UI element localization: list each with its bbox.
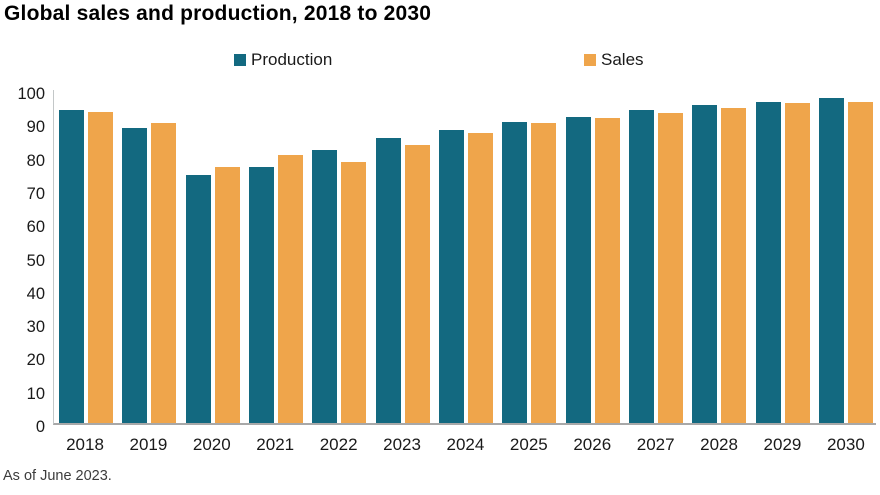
legend-label-production: Production [251,50,333,69]
bar-production-2021 [248,166,274,423]
bar-sales-2030 [847,101,873,423]
bar-sales-2024 [467,133,493,423]
bar-production-2023 [375,138,401,423]
bar-group-2025 [502,90,557,423]
legend-item-production: Production [234,50,332,70]
bar-group-2023 [375,90,430,423]
x-axis: 2018 2019 2020 2021 2022 2023 2024 2025 2026 2027… [53,435,876,455]
bar-production-2025 [502,121,528,423]
bar-production-2026 [565,116,591,423]
x-axis-label-2020: 2020 [192,435,231,454]
legend: Production Sales [0,50,880,72]
x-axis-label-2021: 2021 [256,435,295,454]
y-tick-label: 20 [26,351,45,370]
bar-group-2020 [185,90,240,423]
bar-sales-2022 [341,161,367,423]
bar-production-2022 [312,149,338,423]
chart-title: Global sales and production, 2018 to 203… [4,2,432,25]
y-tick-label: 30 [26,318,45,337]
legend-swatch-production [234,54,246,66]
bar-production-2019 [122,128,148,423]
x-axis-label-2027: 2027 [636,435,675,454]
bar-production-2020 [185,174,211,423]
y-tick-label: 70 [26,184,45,203]
bar-group-2024 [438,90,493,423]
bar-sales-2027 [657,113,683,423]
bar-sales-2025 [531,123,557,423]
bar-production-2028 [692,105,718,423]
x-axis-label-2018: 2018 [66,435,104,454]
bar-group-2028 [692,90,747,423]
x-axis-label-2026: 2026 [573,435,612,454]
y-axis: 0 10 20 30 40 50 60 70 80 90 100 [0,85,45,436]
y-tick-label: 80 [26,151,45,170]
y-tick-label: 10 [26,384,45,403]
bar-production-2027 [628,109,654,423]
x-axis-label-2023: 2023 [383,435,421,454]
bar-group-2018 [59,90,113,423]
bar-group-2027 [628,90,683,423]
x-axis-label-2025: 2025 [509,435,548,454]
y-tick-label: 100 [17,85,45,103]
y-tick-label: 0 [35,418,45,436]
bar-production-2029 [755,101,781,423]
bar-sales-2023 [404,144,430,423]
x-axis-label-2029: 2029 [763,435,802,454]
bar-group-2022 [312,90,367,423]
bar-group-2029 [755,90,810,423]
bar-production-2030 [818,98,844,423]
legend-label-sales: Sales [601,50,644,69]
plot-area [53,90,876,425]
y-tick-label: 90 [26,118,45,137]
bar-sales-2020 [214,166,240,423]
x-axis-label-2028: 2028 [700,435,738,454]
bar-production-2018 [59,109,84,423]
bar-group-2019 [122,90,177,423]
y-tick-label: 40 [26,284,45,303]
bar-sales-2019 [151,123,177,423]
x-axis-label-2022: 2022 [319,435,358,454]
x-axis-label-2024: 2024 [446,435,485,454]
bar-sales-2026 [594,118,620,423]
bar-sales-2028 [721,108,747,423]
bar-sales-2018 [88,111,113,423]
bar-sales-2029 [784,103,810,423]
legend-item-sales: Sales [584,50,644,70]
x-axis-label-2030: 2030 [826,435,865,454]
bar-group-2026 [565,90,620,423]
y-tick-label: 50 [26,251,45,270]
legend-swatch-sales [584,54,596,66]
bar-group-2030 [818,90,873,423]
y-tick-label: 60 [26,218,45,237]
bar-production-2024 [438,129,464,423]
bar-group-2021 [248,90,303,423]
x-axis-label-2019: 2019 [129,435,168,454]
bar-sales-2021 [277,154,303,423]
chart-footer-note: As of June 2023. [3,468,112,484]
